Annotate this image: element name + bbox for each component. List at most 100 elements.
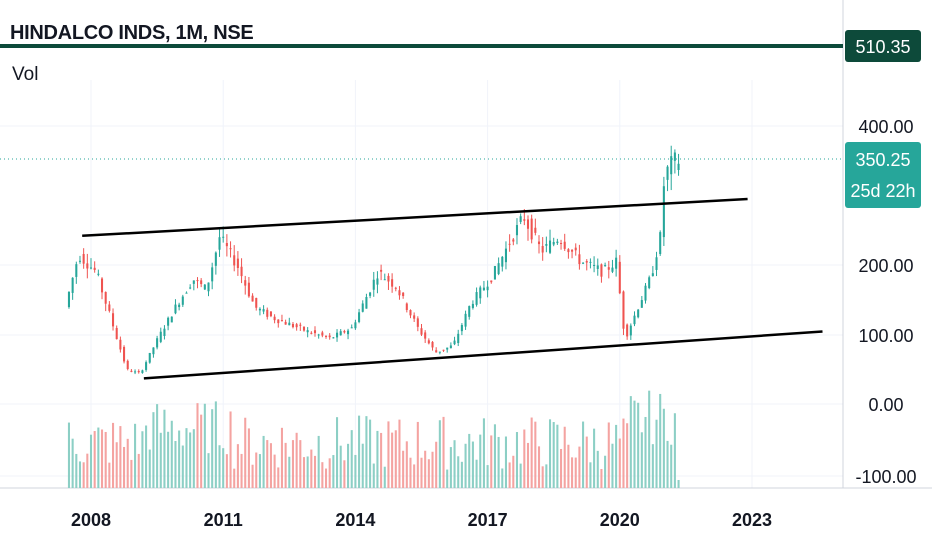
candle-body bbox=[343, 331, 346, 333]
volume-bar bbox=[651, 444, 654, 488]
candle-body bbox=[633, 315, 636, 325]
volume-bar bbox=[97, 427, 100, 488]
candle-body bbox=[369, 292, 372, 296]
candle-body bbox=[273, 316, 276, 321]
candle-body bbox=[104, 292, 107, 304]
x-tick-label: 2023 bbox=[732, 510, 772, 530]
candle-body bbox=[526, 219, 530, 229]
volume-bar bbox=[167, 431, 170, 488]
volume-bar bbox=[288, 456, 291, 488]
y-tick-label: 0.00 bbox=[868, 395, 903, 415]
candle-body bbox=[435, 350, 438, 353]
candle-body bbox=[167, 317, 170, 326]
candle-body bbox=[545, 243, 548, 246]
candle-body bbox=[306, 330, 309, 333]
candle-body bbox=[332, 337, 335, 339]
candle-body bbox=[571, 249, 574, 252]
volume-bar bbox=[126, 438, 129, 488]
volume-bar bbox=[460, 461, 463, 488]
candle-body bbox=[137, 371, 140, 373]
candle-body bbox=[666, 166, 669, 180]
candle-body bbox=[174, 304, 177, 314]
candle-body bbox=[280, 320, 283, 322]
candle-body bbox=[629, 325, 632, 336]
candle-body bbox=[163, 328, 166, 336]
volume-bar bbox=[174, 441, 177, 488]
volume-bar bbox=[347, 443, 350, 488]
candle-body bbox=[302, 326, 306, 331]
candle-body bbox=[277, 319, 280, 324]
candle-body bbox=[229, 248, 232, 250]
volume-bar bbox=[493, 424, 496, 488]
candle-body bbox=[471, 303, 474, 308]
candle-body bbox=[677, 163, 680, 170]
candle-body bbox=[111, 313, 115, 327]
candle-body bbox=[537, 241, 541, 245]
candle-body bbox=[615, 257, 618, 269]
candle-body bbox=[71, 277, 74, 293]
volume-bar bbox=[313, 455, 317, 488]
candle-body bbox=[258, 308, 261, 311]
candle-body bbox=[662, 186, 665, 238]
volume-bar bbox=[372, 463, 375, 488]
candle-body bbox=[582, 262, 585, 264]
candle-body bbox=[446, 347, 449, 350]
candle-body bbox=[233, 255, 236, 266]
candle-body bbox=[383, 279, 386, 281]
candle-body bbox=[86, 263, 89, 269]
volume-bar bbox=[178, 430, 181, 488]
candle-body bbox=[530, 218, 533, 240]
candle-body bbox=[578, 254, 581, 265]
candle-body bbox=[475, 292, 478, 305]
volume-bar bbox=[442, 416, 445, 488]
volume-bar bbox=[291, 440, 295, 488]
volume-bar bbox=[200, 414, 203, 488]
volume-bar bbox=[482, 418, 485, 488]
volume-bar bbox=[416, 421, 419, 488]
volume-bar bbox=[615, 424, 618, 488]
volume-bar bbox=[468, 433, 471, 488]
candle-body bbox=[413, 315, 416, 319]
volume-bar bbox=[662, 408, 665, 488]
candle-body bbox=[604, 265, 607, 267]
candle-body bbox=[211, 267, 214, 282]
volume-bar bbox=[361, 443, 364, 488]
volume-bar bbox=[424, 450, 427, 488]
volume-bar bbox=[376, 430, 379, 488]
candle-body bbox=[291, 323, 295, 328]
candle-body bbox=[207, 282, 210, 292]
volume-bar bbox=[233, 468, 236, 488]
candle-body bbox=[409, 310, 412, 316]
volume-bar bbox=[365, 416, 368, 488]
volume-bar bbox=[475, 459, 478, 488]
volume-bar bbox=[515, 432, 519, 488]
candle-body bbox=[394, 287, 397, 289]
x-tick-label: 2011 bbox=[204, 510, 243, 530]
volume-bar bbox=[523, 429, 526, 488]
volume-bar bbox=[519, 463, 522, 488]
candle-body bbox=[380, 269, 383, 272]
candle-body bbox=[427, 340, 430, 344]
volume-bar bbox=[141, 431, 144, 488]
volume-bar bbox=[563, 426, 566, 488]
candle-body bbox=[141, 370, 144, 373]
volume-bar bbox=[104, 431, 107, 488]
volume-bar bbox=[640, 432, 643, 488]
volume-bar bbox=[207, 453, 210, 488]
volume-bar bbox=[229, 411, 232, 488]
candle-body bbox=[648, 277, 651, 289]
volume-bar bbox=[534, 421, 537, 488]
volume-bar bbox=[189, 432, 192, 488]
candle-body bbox=[655, 257, 658, 270]
x-tick-label: 2017 bbox=[468, 510, 508, 530]
candle-body bbox=[240, 266, 243, 277]
volume-bar bbox=[82, 462, 85, 488]
candle-body bbox=[321, 332, 324, 336]
candle-body bbox=[453, 340, 456, 345]
candle-body bbox=[244, 280, 247, 286]
volume-bar bbox=[277, 467, 280, 488]
volume-bar bbox=[405, 441, 408, 488]
volume-bar bbox=[582, 421, 585, 488]
volume-bar bbox=[148, 449, 151, 488]
